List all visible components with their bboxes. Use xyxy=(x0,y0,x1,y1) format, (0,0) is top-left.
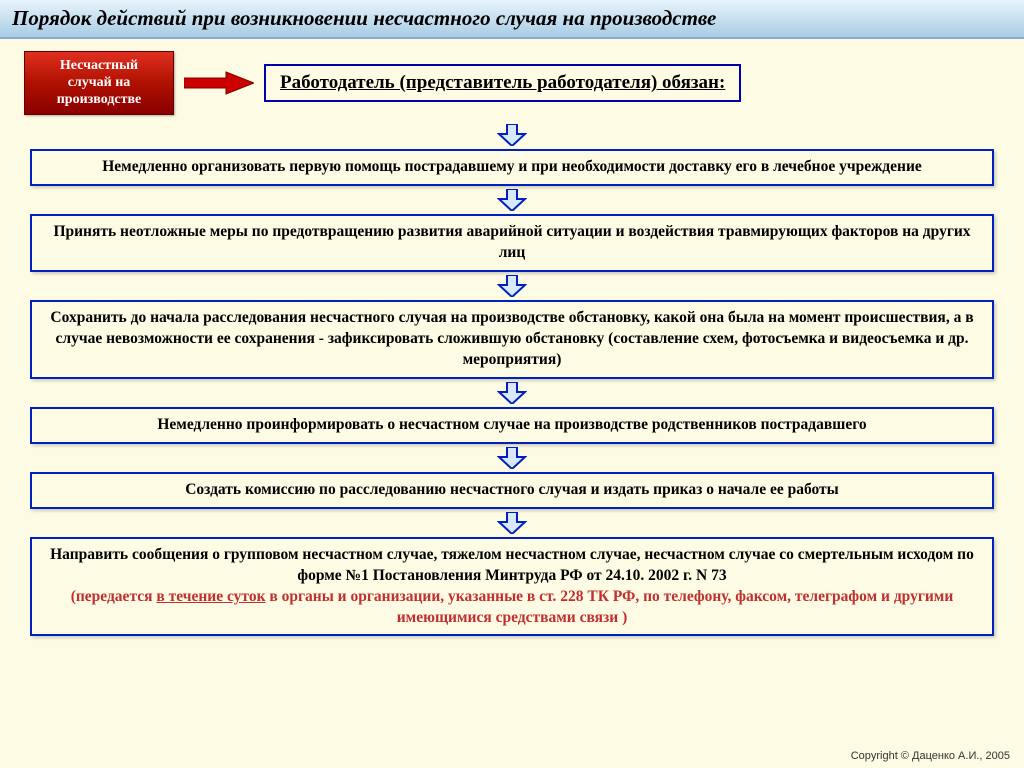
right-arrow-icon xyxy=(184,70,254,96)
down-arrow-icon xyxy=(497,124,527,146)
copyright-text: Copyright © Даценко А.И., 2005 xyxy=(851,750,1010,762)
header-row: Несчастный случай на производстве Работо… xyxy=(0,51,1024,115)
final-note-underlined: в течение суток xyxy=(156,588,265,605)
final-note-suffix: в органы и организации, указанные в ст. … xyxy=(266,588,954,626)
down-arrow-icon xyxy=(497,512,527,534)
flow-container: Немедленно организовать первую помощь по… xyxy=(0,121,1024,636)
incident-badge: Несчастный случай на производстве xyxy=(24,51,174,115)
step-box-5: Создать комиссию по расследованию несчас… xyxy=(30,472,994,509)
page-title: Порядок действий при возникновении несча… xyxy=(0,0,1024,39)
step-box-3: Сохранить до начала расследования несчас… xyxy=(30,300,994,379)
step-box-1: Немедленно организовать первую помощь по… xyxy=(30,149,994,186)
down-arrow-icon xyxy=(497,275,527,297)
final-main-text: Направить сообщения о групповом несчастн… xyxy=(50,546,974,584)
final-note-prefix: (передается xyxy=(71,588,157,605)
down-arrow-icon xyxy=(497,189,527,211)
badge-line1: Несчастный xyxy=(60,58,138,73)
final-note: (передается в течение суток в органы и о… xyxy=(71,588,954,626)
badge-line2: случай на xyxy=(68,75,131,90)
down-arrow-icon xyxy=(497,382,527,404)
step-box-4: Немедленно проинформировать о несчастном… xyxy=(30,407,994,444)
down-arrow-icon xyxy=(497,447,527,469)
step-box-final: Направить сообщения о групповом несчастн… xyxy=(30,537,994,637)
step-box-2: Принять неотложные меры по предотвращени… xyxy=(30,214,994,272)
badge-line3: производстве xyxy=(57,92,142,107)
employer-obligation-header: Работодатель (представитель работодателя… xyxy=(264,64,741,102)
